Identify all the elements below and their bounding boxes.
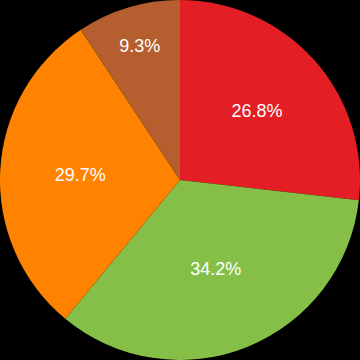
svg-text:26.8%: 26.8% [231,101,282,121]
svg-text:29.7%: 29.7% [55,165,106,185]
svg-text:34.2%: 34.2% [190,259,241,279]
svg-text:9.3%: 9.3% [119,36,160,56]
